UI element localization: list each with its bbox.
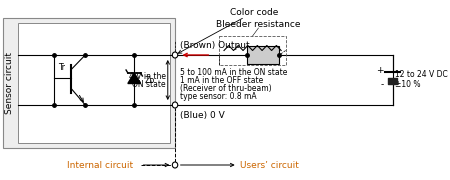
Text: ±10 %: ±10 % — [396, 80, 421, 89]
Polygon shape — [128, 73, 140, 84]
Text: 5 to 100 mA in the ON state: 5 to 100 mA in the ON state — [180, 68, 287, 76]
Text: Load: Load — [252, 51, 274, 60]
Circle shape — [172, 102, 178, 108]
Text: (Brown) Output: (Brown) Output — [180, 40, 249, 50]
Text: Bleeder resistance: Bleeder resistance — [216, 19, 301, 28]
Text: ON state: ON state — [132, 80, 166, 89]
Bar — [3, 18, 175, 148]
Text: Tr: Tr — [58, 63, 65, 72]
Text: (Receiver of thru-beam): (Receiver of thru-beam) — [180, 84, 271, 93]
Text: +: + — [376, 66, 383, 75]
Bar — [18, 23, 171, 143]
Text: (Blue) 0 V: (Blue) 0 V — [180, 111, 224, 120]
Text: -: - — [380, 80, 383, 89]
Text: 12 to 24 V DC: 12 to 24 V DC — [396, 69, 448, 78]
Text: Color code: Color code — [230, 8, 278, 17]
Text: 4 V in the: 4 V in the — [129, 71, 166, 80]
Text: type sensor: 0.8 mA: type sensor: 0.8 mA — [180, 91, 256, 100]
Bar — [220, 36, 286, 65]
Text: Zᴅ: Zᴅ — [144, 75, 154, 84]
Text: Users’ circuit: Users’ circuit — [240, 161, 299, 170]
Circle shape — [172, 162, 178, 168]
Bar — [247, 46, 279, 64]
Text: 1 mA in the OFF state: 1 mA in the OFF state — [180, 75, 263, 84]
Text: Internal circuit: Internal circuit — [67, 161, 133, 170]
Text: Sensor circuit: Sensor circuit — [5, 52, 14, 114]
Circle shape — [172, 52, 178, 58]
